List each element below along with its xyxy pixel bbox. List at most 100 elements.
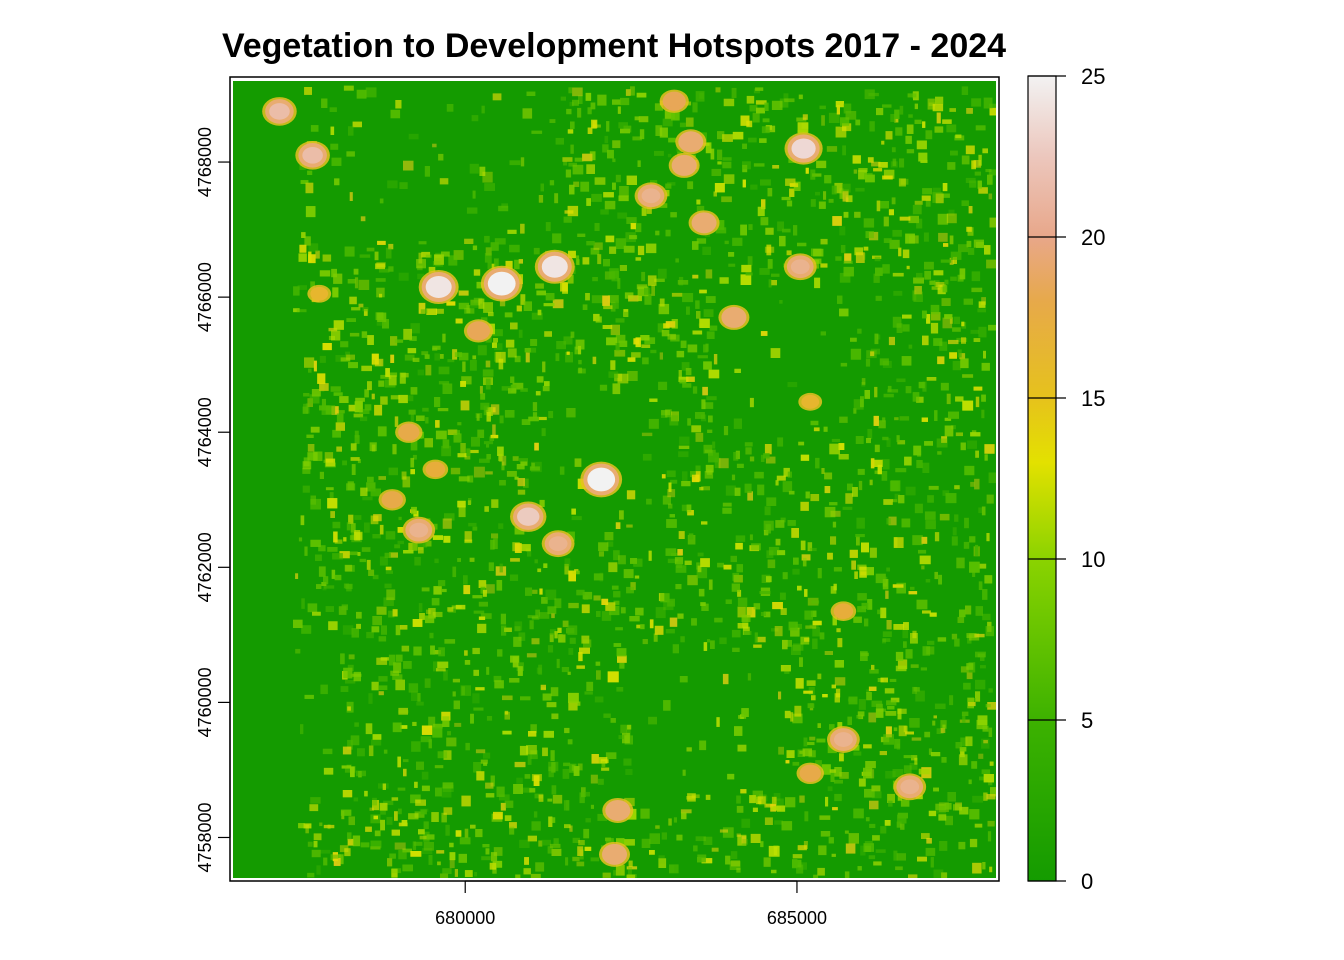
texture-cell bbox=[362, 307, 369, 312]
texture-cell bbox=[523, 868, 531, 875]
texture-cell bbox=[949, 695, 954, 706]
texture-cell bbox=[868, 855, 876, 860]
texture-cell bbox=[844, 253, 852, 263]
texture-cell bbox=[542, 385, 550, 392]
texture-cell bbox=[661, 832, 667, 840]
texture-cell bbox=[771, 273, 780, 277]
texture-cell bbox=[665, 548, 677, 556]
texture-cell bbox=[567, 671, 571, 675]
texture-cell bbox=[737, 744, 747, 752]
texture-cell bbox=[547, 606, 557, 615]
texture-cell bbox=[516, 305, 522, 312]
texture-cell bbox=[802, 748, 812, 757]
texture-cell bbox=[470, 824, 476, 829]
texture-cell bbox=[764, 817, 773, 825]
texture-cell bbox=[475, 829, 483, 838]
texture-cell bbox=[541, 428, 546, 437]
texture-cell bbox=[898, 178, 906, 187]
texture-cell bbox=[371, 353, 379, 365]
texture-cell bbox=[644, 293, 652, 305]
texture-cell bbox=[671, 292, 683, 297]
texture-cell bbox=[971, 271, 981, 282]
texture-cell bbox=[435, 787, 442, 797]
texture-cell bbox=[300, 180, 309, 184]
texture-cell bbox=[897, 708, 902, 720]
texture-cell bbox=[354, 530, 361, 541]
texture-cell bbox=[520, 157, 525, 167]
texture-cell bbox=[358, 279, 370, 290]
texture-cell bbox=[504, 800, 514, 808]
texture-cell bbox=[559, 466, 565, 475]
texture-cell bbox=[633, 558, 643, 567]
texture-cell bbox=[521, 419, 531, 425]
texture-cell bbox=[710, 148, 715, 160]
texture-cell bbox=[319, 822, 323, 827]
texture-cell bbox=[478, 298, 485, 309]
texture-cell bbox=[871, 791, 882, 799]
texture-cell bbox=[915, 690, 925, 702]
texture-cell bbox=[960, 442, 966, 451]
texture-cell bbox=[603, 713, 611, 718]
texture-cell bbox=[397, 787, 406, 791]
texture-cell bbox=[407, 395, 414, 402]
texture-cell bbox=[641, 207, 647, 216]
texture-cell bbox=[351, 628, 359, 638]
texture-cell bbox=[928, 485, 939, 490]
texture-cell bbox=[368, 693, 373, 704]
texture-cell bbox=[364, 522, 370, 533]
texture-cell bbox=[585, 92, 592, 101]
texture-cell bbox=[987, 820, 995, 827]
texture-cell bbox=[562, 157, 573, 162]
texture-cell bbox=[509, 678, 520, 683]
texture-cell bbox=[497, 649, 503, 657]
texture-cell bbox=[408, 409, 416, 415]
texture-cell bbox=[582, 304, 588, 310]
texture-cell bbox=[308, 254, 316, 264]
texture-cell bbox=[504, 312, 513, 318]
hotspot-mark bbox=[827, 726, 860, 753]
texture-cell bbox=[568, 570, 576, 582]
texture-cell bbox=[484, 253, 492, 263]
texture-cell bbox=[413, 646, 422, 656]
texture-cell bbox=[319, 405, 330, 411]
texture-cell bbox=[741, 836, 747, 844]
texture-cell bbox=[912, 630, 917, 639]
texture-cell bbox=[922, 310, 927, 319]
texture-cell bbox=[454, 352, 463, 357]
texture-cell bbox=[764, 102, 769, 111]
texture-cell bbox=[538, 794, 544, 802]
texture-cell bbox=[516, 464, 525, 470]
texture-cell bbox=[901, 518, 911, 528]
texture-cell bbox=[598, 551, 604, 557]
texture-cell bbox=[686, 504, 692, 513]
texture-cell bbox=[321, 398, 326, 409]
texture-cell bbox=[385, 566, 392, 571]
texture-cell bbox=[437, 408, 449, 412]
texture-cell bbox=[789, 183, 799, 188]
texture-cell bbox=[703, 402, 714, 409]
texture-cell bbox=[638, 116, 649, 123]
texture-cell bbox=[701, 521, 708, 525]
texture-cell bbox=[711, 847, 719, 852]
texture-cell bbox=[699, 487, 704, 491]
texture-cell bbox=[667, 489, 676, 498]
texture-cell bbox=[390, 395, 400, 400]
texture-cell bbox=[441, 445, 452, 457]
texture-cell bbox=[701, 858, 713, 864]
texture-cell bbox=[874, 256, 881, 262]
texture-cell bbox=[742, 617, 749, 628]
texture-cell bbox=[518, 632, 526, 641]
texture-cell bbox=[399, 372, 406, 384]
texture-cell bbox=[885, 726, 892, 738]
texture-cell bbox=[969, 180, 977, 188]
texture-cell bbox=[749, 397, 754, 408]
texture-cell bbox=[603, 259, 610, 267]
texture-cell bbox=[849, 549, 858, 558]
texture-cell bbox=[914, 119, 922, 124]
texture-cell bbox=[369, 442, 377, 452]
texture-cell bbox=[350, 735, 360, 746]
texture-cell bbox=[424, 438, 433, 448]
texture-cell bbox=[972, 795, 983, 803]
texture-cell bbox=[884, 820, 891, 826]
texture-cell bbox=[858, 778, 866, 787]
